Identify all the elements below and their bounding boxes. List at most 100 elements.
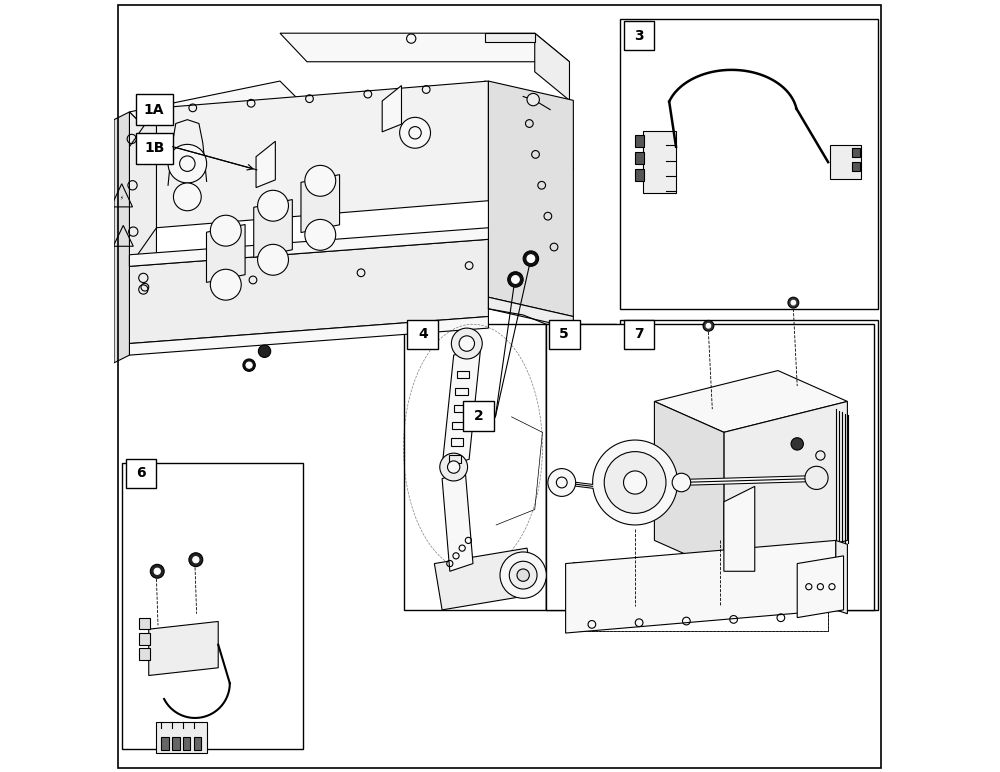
Circle shape xyxy=(258,190,288,222)
Circle shape xyxy=(210,269,241,300)
Polygon shape xyxy=(280,33,569,62)
Text: 4: 4 xyxy=(418,327,428,341)
Circle shape xyxy=(548,469,576,496)
Bar xyxy=(549,320,580,349)
Bar xyxy=(546,324,874,610)
Bar xyxy=(457,371,469,378)
Polygon shape xyxy=(301,174,340,232)
Circle shape xyxy=(527,255,535,262)
Polygon shape xyxy=(535,33,569,100)
Polygon shape xyxy=(129,108,156,266)
Polygon shape xyxy=(129,81,307,139)
Polygon shape xyxy=(114,112,129,363)
Bar xyxy=(620,320,878,610)
Bar xyxy=(407,320,438,349)
Text: 5: 5 xyxy=(559,327,569,341)
Circle shape xyxy=(400,117,431,148)
Bar xyxy=(122,463,303,749)
Circle shape xyxy=(154,568,160,574)
Circle shape xyxy=(189,553,203,567)
Polygon shape xyxy=(382,86,401,132)
Circle shape xyxy=(448,461,460,473)
Bar xyxy=(136,94,173,125)
Bar xyxy=(404,324,546,610)
Polygon shape xyxy=(836,540,847,614)
Polygon shape xyxy=(485,33,535,42)
Circle shape xyxy=(500,552,546,598)
Text: 1A: 1A xyxy=(144,103,164,117)
Circle shape xyxy=(173,183,201,211)
Circle shape xyxy=(305,165,336,196)
Polygon shape xyxy=(442,471,473,571)
Circle shape xyxy=(258,345,271,357)
Circle shape xyxy=(210,215,241,246)
Circle shape xyxy=(508,272,523,287)
Bar xyxy=(172,737,180,750)
Circle shape xyxy=(517,569,529,581)
Bar xyxy=(452,422,464,429)
Circle shape xyxy=(527,93,539,106)
Bar xyxy=(620,19,878,309)
Circle shape xyxy=(258,244,288,276)
Circle shape xyxy=(624,471,647,494)
Circle shape xyxy=(451,328,482,359)
Circle shape xyxy=(168,144,207,183)
Bar xyxy=(126,459,156,488)
Bar xyxy=(139,633,150,645)
Bar xyxy=(463,401,494,431)
Polygon shape xyxy=(485,81,573,170)
Bar xyxy=(139,648,150,660)
Circle shape xyxy=(193,557,199,563)
Polygon shape xyxy=(488,297,573,328)
Polygon shape xyxy=(129,239,488,344)
Polygon shape xyxy=(724,486,755,571)
Bar xyxy=(449,455,461,463)
Bar xyxy=(454,405,466,412)
Polygon shape xyxy=(654,401,724,571)
Bar xyxy=(546,324,616,610)
Bar xyxy=(852,148,860,157)
Text: 7: 7 xyxy=(634,327,644,341)
Text: 1B: 1B xyxy=(144,141,164,155)
Polygon shape xyxy=(254,199,292,257)
Circle shape xyxy=(459,336,475,351)
Bar xyxy=(573,562,828,631)
Polygon shape xyxy=(156,722,207,753)
Circle shape xyxy=(706,323,711,328)
Bar xyxy=(139,618,150,629)
Bar xyxy=(635,152,644,164)
Polygon shape xyxy=(206,225,245,283)
Circle shape xyxy=(150,564,164,578)
Bar xyxy=(455,388,468,395)
Circle shape xyxy=(246,362,252,368)
Circle shape xyxy=(512,276,519,283)
Polygon shape xyxy=(724,401,847,571)
Text: 3: 3 xyxy=(634,29,644,42)
Circle shape xyxy=(509,561,537,589)
Circle shape xyxy=(593,440,678,525)
Bar xyxy=(624,320,654,349)
Polygon shape xyxy=(654,371,847,432)
Circle shape xyxy=(523,251,539,266)
Polygon shape xyxy=(256,141,275,188)
Polygon shape xyxy=(643,131,676,193)
Circle shape xyxy=(788,297,799,308)
Bar xyxy=(136,133,173,164)
Circle shape xyxy=(791,300,796,305)
Polygon shape xyxy=(129,228,488,266)
Circle shape xyxy=(604,452,666,513)
Polygon shape xyxy=(129,112,156,293)
Bar xyxy=(161,737,169,750)
Polygon shape xyxy=(488,81,573,317)
Polygon shape xyxy=(830,145,861,179)
Circle shape xyxy=(440,453,468,481)
Polygon shape xyxy=(156,81,488,228)
Text: ⚡: ⚡ xyxy=(120,196,124,201)
Bar xyxy=(635,169,644,181)
Polygon shape xyxy=(129,317,488,355)
Circle shape xyxy=(805,466,828,489)
Polygon shape xyxy=(442,347,481,467)
Circle shape xyxy=(305,219,336,250)
Circle shape xyxy=(672,473,691,492)
Bar xyxy=(624,21,654,50)
